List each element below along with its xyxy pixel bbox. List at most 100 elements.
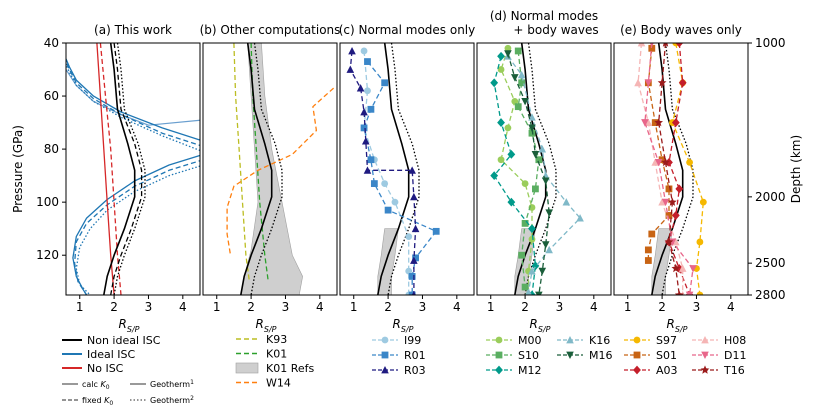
panel-plot-area: [490, 43, 584, 295]
x-tick-label: 4: [316, 300, 324, 314]
x-tick-label: 2: [384, 300, 392, 314]
legend-marker-t16: [700, 365, 710, 374]
data-point-m00: [497, 156, 505, 164]
data-point-d11: [641, 119, 649, 127]
x-axis-label: RS/P: [256, 317, 277, 334]
data-point-m00: [521, 180, 529, 187]
data-point-t16: [664, 237, 674, 246]
series-line-m16: [507, 53, 550, 295]
panel-frame: [202, 42, 338, 296]
series-line-ideal-isc-1: [66, 58, 200, 141]
data-point-r01: [408, 291, 416, 295]
y-right-tick-label: 1000: [755, 36, 786, 50]
data-point-m00: [504, 44, 512, 52]
legend-label: M16: [589, 349, 613, 362]
series-line-non-ideal-2: [110, 43, 143, 295]
x-tick-label: 4: [727, 300, 735, 314]
data-point-r01: [370, 180, 378, 187]
data-point-m12: [497, 51, 505, 61]
data-point-a03: [671, 118, 680, 127]
series-line-no-isc-1: [96, 43, 115, 295]
x-tick-label: 3: [419, 300, 427, 314]
y-right-tick-label: 2800: [755, 288, 786, 302]
data-point-r03: [356, 84, 365, 92]
legend-label: K93: [266, 333, 287, 346]
x-tick-label: 1: [350, 300, 358, 314]
data-point-k16: [528, 113, 536, 121]
panel-plot-area: [66, 43, 200, 295]
data-point-m16: [521, 97, 529, 106]
data-point-i99: [364, 87, 371, 95]
y-axis-label: Pressure (GPa): [11, 125, 25, 213]
data-point-s10: [532, 185, 539, 193]
legend-marker-m12: [495, 365, 503, 375]
data-point-k16: [538, 145, 547, 153]
legend-label: A03: [656, 364, 678, 377]
legend-marker-h08: [701, 336, 709, 344]
panel-title: (d) Normal modes: [490, 9, 598, 23]
data-point-s01: [644, 246, 652, 254]
data-point-t16: [662, 43, 669, 47]
series-line-t16: [658, 43, 680, 295]
data-point-s97: [696, 238, 704, 246]
data-point-s10: [518, 79, 526, 87]
y-right-axis-label: Depth (km): [789, 135, 803, 203]
panel-frame: [476, 42, 612, 296]
panel-b: 1 2 3 4 RS/P (b) Other computations: [200, 23, 341, 334]
legend-label: H08: [724, 334, 746, 347]
data-point-a03: [675, 43, 684, 48]
x-tick-label: 1: [213, 300, 221, 314]
data-point-s10: [514, 103, 522, 111]
data-point-r01: [412, 254, 419, 262]
data-point-k16: [517, 70, 526, 79]
legend-patch-k01-refs: [235, 362, 259, 374]
data-point-d11: [644, 79, 653, 87]
series-line-non-ideal-dot: [250, 43, 283, 295]
x-axis-label: RS/P: [667, 317, 688, 334]
legend-marker-k16: [566, 336, 574, 344]
y-tick-label: 40: [44, 36, 59, 50]
series-line-non-ideal: [377, 43, 410, 295]
data-point-a03: [678, 78, 687, 88]
data-point-m16: [541, 241, 550, 249]
x-tick-label: 3: [282, 300, 290, 314]
data-point-m12: [507, 197, 516, 207]
data-point-k16: [528, 267, 536, 275]
data-point-t16: [671, 263, 681, 273]
data-point-r01: [432, 227, 440, 235]
data-point-h08: [651, 158, 660, 166]
data-point-k16: [576, 214, 584, 222]
data-point-m12: [497, 118, 505, 127]
data-point-r03: [348, 46, 356, 55]
legend-label: S01: [656, 349, 677, 362]
data-point-s10: [518, 251, 526, 259]
data-point-r03: [408, 166, 416, 174]
series-line-non-ideal: [651, 43, 684, 295]
panel-title: (e) Body waves only: [620, 23, 742, 37]
panel-title: (c) Normal modes only: [339, 23, 476, 37]
data-point-m00: [528, 235, 536, 243]
panel-a: 1 2 3 4 RS/P (a) This work 40 60 80 100 120 Pressur…: [11, 23, 201, 334]
data-point-r03: [346, 65, 355, 73]
legend-label: K01: [266, 348, 287, 361]
data-point-r01: [360, 124, 368, 132]
series-line-ideal-isc-2: [66, 61, 200, 147]
x-tick-label: 4: [179, 300, 187, 314]
panel-plot-area: [346, 43, 440, 295]
data-point-k16: [562, 198, 571, 206]
legend-marker-m16: [566, 351, 574, 359]
data-point-a03: [671, 211, 680, 220]
data-point-m16: [545, 209, 553, 217]
legend-marker-d11: [701, 351, 709, 359]
data-point-r03: [410, 256, 418, 264]
data-point-h08: [634, 78, 642, 87]
legend-label: Ideal ISC: [87, 348, 136, 361]
x-tick-label: 1: [76, 300, 84, 314]
data-point-r03: [361, 137, 370, 145]
legend-label: K01 Refs: [266, 362, 314, 375]
data-point-s10: [514, 47, 522, 55]
legend-geotherm-2-label: Geotherm2: [150, 395, 194, 405]
data-point-d11: [654, 158, 663, 167]
y-tick-label: 60: [44, 89, 59, 103]
